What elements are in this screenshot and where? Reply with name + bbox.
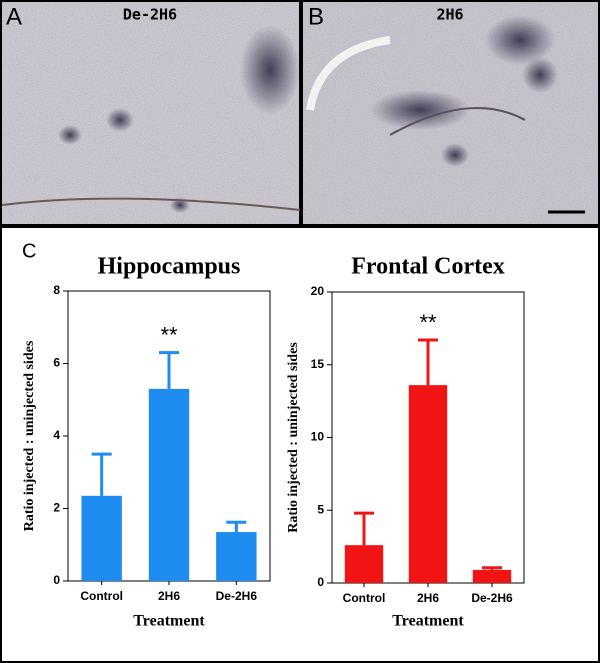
panel-caption: De-2H6 bbox=[123, 6, 177, 24]
panel-c-bg bbox=[2, 228, 598, 661]
y-tick-label: 20 bbox=[311, 284, 325, 298]
y-tick-label: 10 bbox=[311, 430, 325, 444]
x-tick-label: Control bbox=[80, 589, 123, 603]
bar bbox=[148, 388, 190, 581]
bar bbox=[81, 495, 122, 581]
y-tick-label: 0 bbox=[317, 575, 324, 589]
y-tick-label: 4 bbox=[53, 428, 60, 442]
chart-title: Hippocampus bbox=[98, 254, 241, 280]
y-tick-label: 0 bbox=[53, 573, 60, 587]
y-tick-label: 8 bbox=[53, 283, 60, 297]
y-tick-label: 15 bbox=[311, 357, 325, 371]
x-tick-label: Control bbox=[343, 591, 386, 605]
bar bbox=[216, 532, 257, 581]
annotation: ** bbox=[419, 310, 437, 335]
x-tick-label: De-2H6 bbox=[216, 589, 258, 603]
chart-title: Frontal Cortex bbox=[351, 254, 505, 280]
bar bbox=[472, 569, 512, 583]
x-tick-label: 2H6 bbox=[158, 589, 180, 603]
y-tick-label: 5 bbox=[317, 502, 324, 516]
bar bbox=[408, 385, 448, 583]
y-axis-label: Ratio injected : uninjected sides bbox=[22, 340, 37, 531]
annotation: ** bbox=[160, 322, 178, 347]
y-tick-label: 2 bbox=[53, 501, 60, 515]
bar bbox=[344, 545, 384, 583]
panel-caption: 2H6 bbox=[436, 6, 463, 24]
x-axis-label: Treatment bbox=[392, 613, 464, 630]
panel-letter: A bbox=[6, 3, 22, 30]
y-axis-label: Ratio injected : uninjected sides bbox=[286, 342, 301, 533]
x-tick-label: 2H6 bbox=[417, 591, 439, 605]
y-tick-label: 6 bbox=[53, 356, 60, 370]
micrograph-b bbox=[303, 2, 598, 224]
panel-letter: C bbox=[22, 240, 36, 262]
x-axis-label: Treatment bbox=[133, 613, 205, 630]
x-tick-label: De-2H6 bbox=[471, 591, 513, 605]
micrograph-a bbox=[1, 2, 301, 224]
panel-letter: B bbox=[308, 3, 324, 30]
